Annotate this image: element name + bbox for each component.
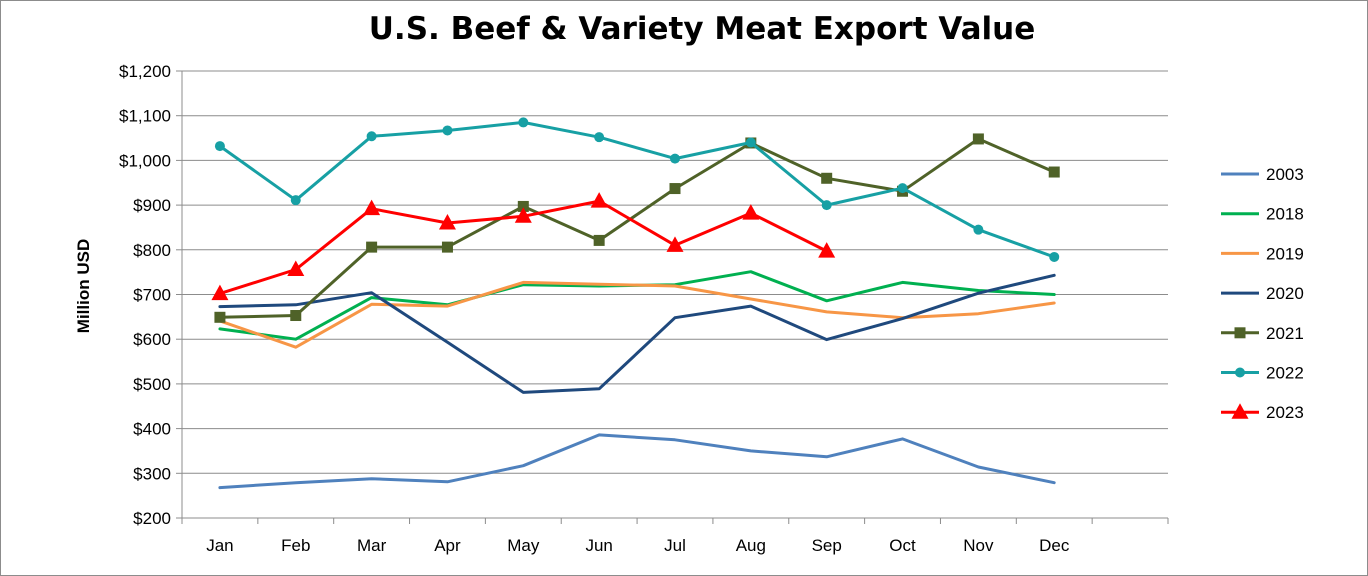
data-point-2023: [211, 284, 229, 301]
legend-marker: [1234, 327, 1246, 339]
data-point-2023: [742, 204, 760, 220]
data-point-2021: [517, 200, 529, 212]
legend-item-2022: 2022: [1221, 364, 1304, 383]
x-tick-label: Mar: [357, 536, 387, 555]
data-point-2023: [514, 207, 532, 223]
series-2023: [211, 192, 836, 301]
legend-label: 2023: [1266, 403, 1304, 422]
y-tick-label: $1,100: [119, 107, 171, 126]
x-tick-label: Aug: [736, 536, 766, 555]
legend: 2003 2018 2019 2020 2021 2022 2023: [1221, 165, 1304, 422]
data-point-2021: [366, 241, 378, 253]
legend-item-2020: 2020: [1221, 284, 1304, 303]
data-point-2022: [745, 137, 756, 148]
legend-item-2003: 2003: [1221, 165, 1304, 184]
data-point-2023: [818, 242, 836, 258]
data-point-2021: [214, 311, 226, 323]
legend-label: 2003: [1266, 165, 1304, 184]
legend-item-2019: 2019: [1221, 244, 1304, 263]
series-line-2003: [218, 433, 1056, 490]
x-tick-label: Jan: [206, 536, 233, 555]
series-line-2021: [218, 137, 1056, 319]
y-tick-label: $300: [133, 464, 171, 483]
chart-title: U.S. Beef & Variety Meat Export Value: [369, 11, 1036, 47]
x-tick-label: Apr: [434, 536, 461, 555]
legend-label: 2021: [1266, 324, 1304, 343]
y-tick-label: $1,200: [119, 62, 171, 81]
x-tick-label: Dec: [1039, 536, 1070, 555]
x-tick-label: Nov: [963, 536, 994, 555]
legend-label: 2018: [1266, 205, 1304, 224]
x-tick-label: Sep: [812, 536, 842, 555]
legend-label: 2020: [1266, 284, 1304, 303]
series-line-2019: [218, 280, 1056, 349]
axes: $200 $300 $400 $500 $600 $700 $800 $900 $1,000 $1…: [119, 62, 1169, 555]
data-point-2022: [594, 132, 605, 143]
data-point-2021: [593, 234, 605, 246]
series-line-2022: [218, 120, 1056, 259]
y-tick-label: $900: [133, 196, 171, 215]
data-point-2022: [973, 224, 984, 235]
y-tick-label: $800: [133, 241, 171, 260]
data-point-2023: [363, 199, 381, 216]
data-point-2022: [366, 131, 377, 142]
data-point-2021: [290, 310, 302, 322]
data-point-2022: [442, 125, 453, 136]
series-2019: [218, 280, 1056, 349]
y-tick-label: $500: [133, 375, 171, 394]
series-2018: [218, 270, 1056, 341]
legend-label: 2022: [1266, 364, 1304, 383]
legend-label: 2019: [1266, 244, 1304, 263]
legend-item-2018: 2018: [1221, 205, 1304, 224]
y-tick-label: $700: [133, 286, 171, 305]
x-tick-label: Oct: [889, 536, 916, 555]
y-tick-label: $1,000: [119, 151, 171, 170]
data-point-2021: [972, 133, 984, 145]
data-point-2022: [518, 117, 529, 128]
series-2003: [218, 433, 1056, 490]
series-2022: [214, 117, 1060, 262]
data-point-2022: [897, 183, 908, 194]
data-point-2022: [821, 200, 832, 211]
series-line-2020: [218, 273, 1056, 394]
x-tick-label: May: [507, 536, 540, 555]
x-tick-label: Feb: [281, 536, 310, 555]
x-tick-label: Jul: [664, 536, 686, 555]
data-point-2022: [1049, 251, 1060, 262]
legend-item-2023: 2023: [1221, 403, 1304, 422]
series-2020: [218, 273, 1056, 394]
y-axis-label: Million USD: [74, 239, 93, 333]
data-point-2023: [438, 213, 456, 230]
y-tick-label: $200: [133, 509, 171, 528]
data-point-2022: [290, 195, 301, 206]
series-line-2018: [218, 270, 1056, 341]
legend-item-2021: 2021: [1221, 324, 1304, 343]
data-point-2021: [821, 172, 833, 184]
data-point-2023: [287, 260, 305, 276]
legend-marker: [1231, 403, 1249, 419]
gridlines: [182, 70, 1168, 519]
data-point-2022: [214, 141, 225, 152]
y-tick-label: $600: [133, 330, 171, 349]
data-point-2021: [441, 241, 453, 253]
data-point-2021: [669, 183, 681, 195]
data-point-2023: [590, 192, 608, 208]
data-point-2022: [670, 153, 680, 164]
y-tick-label: $400: [133, 420, 171, 439]
data-point-2023: [666, 236, 684, 252]
x-tick-label: Jun: [585, 536, 612, 555]
legend-marker: [1235, 367, 1245, 378]
data-point-2021: [1048, 166, 1060, 178]
series-lines: [211, 117, 1060, 490]
